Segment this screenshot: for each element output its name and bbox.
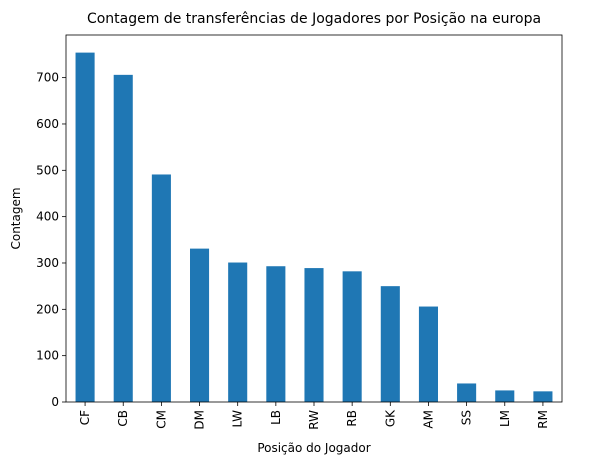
x-tick-label-rm: RM: [536, 410, 550, 429]
bar-cf: [75, 52, 95, 403]
x-axis-label: Posição do Jogador: [257, 441, 370, 455]
bar-rb: [342, 271, 362, 402]
bars-group: [75, 52, 553, 403]
x-tick-label-rw: RW: [307, 410, 321, 430]
y-tick-label-200: 200: [36, 302, 59, 316]
y-tick-label-700: 700: [36, 71, 59, 85]
y-tick-label-500: 500: [36, 163, 59, 177]
bar-lb: [266, 266, 286, 402]
bar-cm: [151, 174, 171, 402]
x-tick-label-lb: LB: [269, 410, 283, 425]
chart-title: Contagem de transferências de Jogadores …: [87, 11, 541, 27]
x-tick-label-gk: GK: [383, 409, 397, 427]
y-tick-label-600: 600: [36, 117, 59, 131]
x-tick-label-cf: CF: [78, 410, 92, 425]
y-axis-label: Contagem: [9, 187, 23, 249]
x-tick-label-am: AM: [421, 410, 435, 429]
x-tick-label-rb: RB: [345, 410, 359, 427]
bar-rw: [304, 268, 324, 402]
y-tick-label-400: 400: [36, 210, 59, 224]
x-tick-label-cb: CB: [116, 410, 130, 427]
x-tick-label-lm: LM: [498, 410, 512, 427]
x-tick-label-ss: SS: [460, 410, 474, 425]
y-tick-label-300: 300: [36, 256, 59, 270]
bar-lm: [495, 390, 515, 402]
bar-ss: [457, 383, 477, 402]
bar-lw: [228, 262, 248, 402]
bar-dm: [190, 248, 210, 402]
x-axis: CF CB CM DM LW LB RW RB GK AM SS LM RM: [78, 402, 550, 430]
bar-gk: [380, 286, 400, 402]
y-axis: 0 100 200 300 400 500 600 700: [36, 71, 66, 409]
bar-rm: [533, 391, 553, 402]
x-tick-label-dm: DM: [193, 410, 207, 430]
plot-frame: [65, 34, 563, 403]
x-tick-label-cm: CM: [154, 410, 168, 429]
y-tick-label-100: 100: [36, 349, 59, 363]
y-tick-label-0: 0: [51, 395, 59, 409]
x-tick-label-lw: LW: [231, 410, 245, 428]
bar-cb: [113, 74, 133, 402]
bar-am: [418, 306, 438, 402]
